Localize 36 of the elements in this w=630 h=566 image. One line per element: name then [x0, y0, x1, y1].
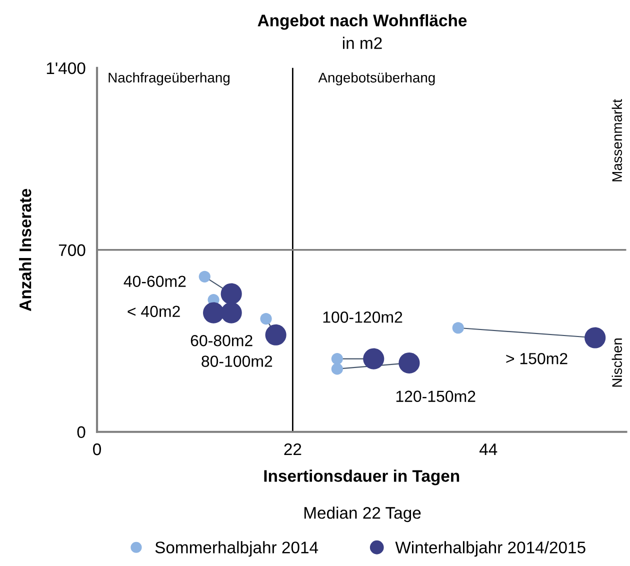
chart-subtitle: in m2	[342, 36, 382, 49]
point	[452, 322, 464, 334]
y-tick-label: 1'400	[46, 62, 86, 74]
x-axis-title: Insertionsdauer in Tagen	[264, 470, 460, 486]
x-tick-label: 44	[479, 444, 498, 456]
point	[198, 270, 210, 282]
point	[331, 363, 343, 375]
x-tick-label: 22	[284, 443, 302, 456]
x-tick-label: 0	[93, 443, 102, 456]
text: Median 22 Tage	[304, 506, 421, 522]
point	[398, 352, 420, 374]
y-axis-title: Anzahl Inserate	[19, 188, 32, 312]
annotation: < 40m2	[128, 306, 180, 318]
point	[265, 324, 286, 346]
annotation: 120-150m2	[396, 390, 476, 402]
y-tick-label: 0	[77, 426, 86, 438]
point	[220, 283, 242, 304]
point	[331, 353, 343, 365]
legend-label: Winterhalbjahr 2014/2015	[395, 541, 586, 557]
annotation: 100-120m2	[323, 312, 402, 323]
annotation: Nischen	[612, 338, 622, 387]
chart-title: Angebot nach Wohnfläche	[258, 14, 467, 30]
annotation: 40-60m2	[124, 276, 186, 287]
annotation: 60-80m2	[190, 334, 252, 346]
annotation: Nachfrageüberhang	[108, 72, 230, 86]
point	[220, 302, 242, 324]
y-tick-label: 700	[58, 244, 86, 256]
point	[584, 327, 606, 348]
point	[203, 302, 224, 324]
annotation: Massenmarkt	[612, 99, 622, 182]
annotation: > 150m2	[506, 352, 568, 364]
point	[363, 348, 384, 370]
annotation: 80-100m2	[202, 356, 272, 367]
legend-label: Sommerhalbjahr 2014	[155, 541, 318, 557]
annotation: Angebotsüberhang	[318, 72, 435, 86]
point	[260, 312, 272, 325]
